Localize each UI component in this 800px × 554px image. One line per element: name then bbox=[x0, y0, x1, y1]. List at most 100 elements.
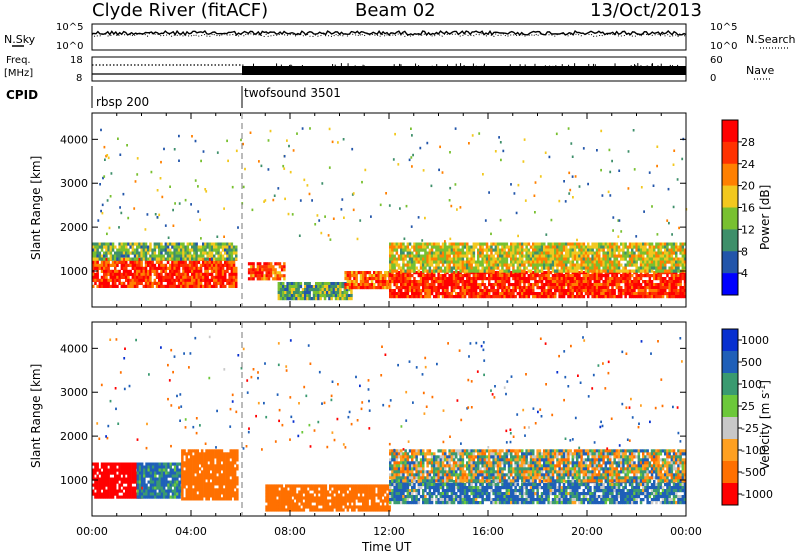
heatmap-cell bbox=[236, 488, 239, 492]
heatmap-cell bbox=[637, 257, 641, 261]
heatmap-cell bbox=[151, 248, 154, 252]
heatmap-cell bbox=[642, 295, 645, 299]
heatmap-cell bbox=[311, 487, 314, 491]
heatmap-cell bbox=[492, 269, 495, 273]
heatmap-cell bbox=[232, 260, 236, 264]
heatmap-cell bbox=[105, 275, 108, 279]
heatmap-cell bbox=[252, 274, 255, 278]
heatmap-cell bbox=[492, 277, 495, 281]
heatmap-cell bbox=[226, 257, 229, 261]
heatmap-cell bbox=[580, 286, 583, 290]
heatmap-cell bbox=[94, 245, 97, 249]
heatmap-cell bbox=[107, 474, 110, 478]
heatmap-cell bbox=[483, 242, 487, 246]
heatmap-cell bbox=[479, 260, 482, 264]
heatmap-cell bbox=[406, 283, 410, 287]
heatmap-cell bbox=[334, 291, 338, 295]
heatmap-cell bbox=[182, 281, 185, 285]
heatmap-cell bbox=[681, 266, 685, 270]
heatmap-cell bbox=[133, 269, 137, 273]
heatmap-cell bbox=[624, 283, 627, 287]
heatmap-cell bbox=[670, 251, 674, 255]
heatmap-cell bbox=[280, 496, 284, 500]
heatmap-cell bbox=[282, 282, 285, 286]
heatmap-cell bbox=[435, 263, 438, 267]
heatmap-cell bbox=[547, 280, 550, 284]
heatmap-cell bbox=[341, 294, 344, 298]
heatmap-cell bbox=[468, 292, 471, 296]
heatmap-cell bbox=[556, 286, 559, 290]
heatmap-cell bbox=[644, 289, 647, 293]
heatmap-cell bbox=[136, 248, 139, 252]
heatmap-cell bbox=[521, 289, 524, 293]
heatmap-cell bbox=[670, 286, 674, 290]
heatmap-cell bbox=[536, 248, 539, 252]
heatmap-cell bbox=[496, 257, 500, 261]
heatmap-cell bbox=[208, 254, 212, 258]
heatmap-cell bbox=[633, 289, 636, 293]
heatmap-cell bbox=[622, 280, 625, 284]
heatmap-cell bbox=[160, 474, 164, 478]
heatmap-cell bbox=[160, 486, 164, 490]
heatmap-cell bbox=[655, 283, 658, 287]
heatmap-cell bbox=[198, 494, 202, 498]
heatmap-cell bbox=[94, 468, 97, 472]
heatmap-cell bbox=[176, 489, 179, 493]
heatmap-cell bbox=[182, 266, 185, 270]
heatmap-cell bbox=[166, 251, 170, 255]
heatmap-cell bbox=[648, 292, 652, 296]
heatmap-cell bbox=[653, 254, 656, 258]
heatmap-cell bbox=[446, 260, 449, 264]
scatter-echo bbox=[269, 129, 272, 133]
scatter-echo bbox=[97, 219, 100, 222]
heatmap-cell bbox=[472, 289, 476, 293]
heatmap-cell bbox=[222, 452, 226, 456]
heatmap-cell bbox=[169, 495, 172, 499]
heatmap-cell bbox=[178, 474, 181, 478]
heatmap-cell bbox=[195, 251, 198, 255]
heatmap-cell bbox=[655, 292, 658, 296]
heatmap-cell bbox=[296, 505, 299, 509]
heatmap-cell bbox=[477, 274, 480, 278]
heatmap-cell bbox=[598, 277, 601, 281]
heatmap-cell bbox=[664, 242, 667, 246]
heatmap-cell bbox=[158, 483, 161, 487]
heatmap-cell bbox=[560, 286, 564, 290]
heatmap-cell bbox=[272, 265, 275, 269]
scatter-echo bbox=[681, 157, 684, 161]
heatmap-cell bbox=[679, 274, 682, 278]
heatmap-cell bbox=[547, 269, 550, 273]
heatmap-cell bbox=[345, 294, 349, 298]
heatmap-cell bbox=[96, 245, 99, 249]
heatmap-cell bbox=[653, 248, 656, 252]
heatmap-cell bbox=[558, 245, 561, 249]
heatmap-cell bbox=[204, 263, 207, 267]
heatmap-cell bbox=[182, 242, 185, 246]
heatmap-cell bbox=[191, 266, 194, 270]
heatmap-cell bbox=[514, 274, 517, 278]
heatmap-cell bbox=[490, 277, 493, 281]
heatmap-cell bbox=[216, 494, 219, 498]
heatmap-cell bbox=[216, 461, 219, 465]
heatmap-cell bbox=[315, 288, 318, 292]
scatter-echo bbox=[673, 149, 676, 152]
heatmap-cell bbox=[222, 479, 226, 483]
heatmap-cell bbox=[236, 479, 239, 483]
heatmap-cell bbox=[657, 257, 660, 261]
heatmap-cell bbox=[661, 277, 665, 281]
heatmap-cell bbox=[359, 271, 363, 275]
heatmap-cell bbox=[389, 289, 392, 293]
heatmap-cell bbox=[166, 281, 170, 285]
heatmap-cell bbox=[156, 468, 159, 472]
heatmap-cell bbox=[203, 455, 206, 459]
heatmap-cell bbox=[580, 266, 583, 270]
heatmap-cell bbox=[133, 465, 137, 469]
heatmap-cell bbox=[527, 263, 531, 267]
heatmap-cell bbox=[435, 269, 438, 273]
heatmap-cell bbox=[501, 274, 504, 278]
heatmap-cell bbox=[637, 245, 641, 249]
heatmap-cell bbox=[92, 242, 95, 246]
heatmap-cell bbox=[143, 492, 146, 496]
heatmap-cell bbox=[538, 245, 542, 249]
scatter-echo bbox=[563, 180, 565, 183]
